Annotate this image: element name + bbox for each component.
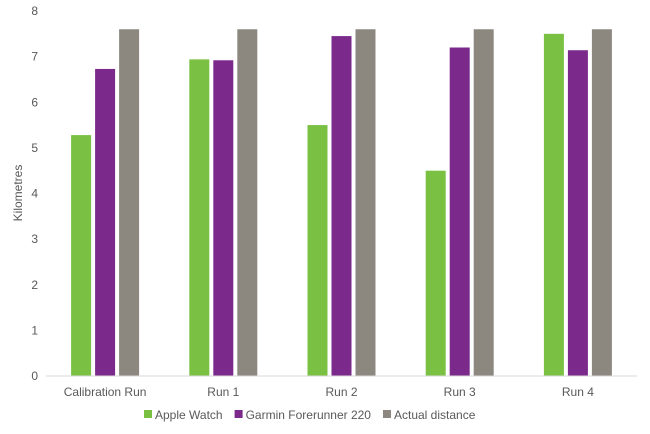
bar-garmin-forerunner-220-0 bbox=[95, 68, 116, 376]
bar-apple-watch-3 bbox=[425, 170, 446, 376]
bar-actual-distance-2 bbox=[355, 29, 376, 376]
bar-actual-distance-0 bbox=[119, 29, 140, 376]
y-axis-label: Kilometres bbox=[11, 165, 25, 222]
x-tick-label: Run 4 bbox=[562, 385, 594, 399]
bar-apple-watch-1 bbox=[189, 59, 210, 377]
bar-garmin-forerunner-220-3 bbox=[449, 47, 470, 376]
y-tick-label: 8 bbox=[31, 4, 38, 18]
bar-actual-distance-1 bbox=[237, 29, 258, 376]
x-tick-label: Calibration Run bbox=[64, 385, 147, 399]
legend-label: Apple Watch bbox=[155, 408, 223, 422]
x-tick-label: Run 1 bbox=[207, 385, 239, 399]
y-tick-label: 3 bbox=[31, 232, 38, 246]
y-axis-ticks: 0 1 2 3 4 5 6 7 8 bbox=[31, 4, 38, 383]
y-tick-label: 2 bbox=[31, 278, 38, 292]
x-tick-label: Run 3 bbox=[444, 385, 476, 399]
legend-label: Garmin Forerunner 220 bbox=[246, 408, 372, 422]
bars-group bbox=[71, 29, 612, 377]
bar-apple-watch-0 bbox=[71, 135, 92, 376]
legend: Apple Watch Garmin Forerunner 220 Actual d… bbox=[144, 408, 476, 422]
legend-swatch bbox=[144, 410, 152, 418]
bar-actual-distance-4 bbox=[591, 29, 612, 376]
y-tick-label: 0 bbox=[31, 369, 38, 383]
y-tick-label: 7 bbox=[31, 50, 38, 64]
legend-label: Actual distance bbox=[394, 408, 476, 422]
y-tick-label: 1 bbox=[31, 323, 38, 337]
y-tick-label: 4 bbox=[31, 187, 38, 201]
bar-actual-distance-3 bbox=[473, 29, 494, 376]
legend-swatch bbox=[382, 410, 391, 418]
bar-garmin-forerunner-220-1 bbox=[213, 60, 234, 377]
bar-garmin-forerunner-220-2 bbox=[331, 36, 352, 376]
bar-garmin-forerunner-220-4 bbox=[567, 50, 588, 377]
legend-swatch bbox=[234, 410, 243, 418]
x-tick-label: Run 2 bbox=[325, 385, 357, 399]
bar-apple-watch-2 bbox=[307, 125, 328, 376]
x-axis-ticks: Calibration Run Run 1 Run 2 Run 3 Run 4 bbox=[64, 385, 594, 399]
y-tick-label: 5 bbox=[31, 141, 38, 155]
bar-apple-watch-4 bbox=[543, 33, 564, 376]
y-tick-label: 6 bbox=[31, 95, 38, 109]
